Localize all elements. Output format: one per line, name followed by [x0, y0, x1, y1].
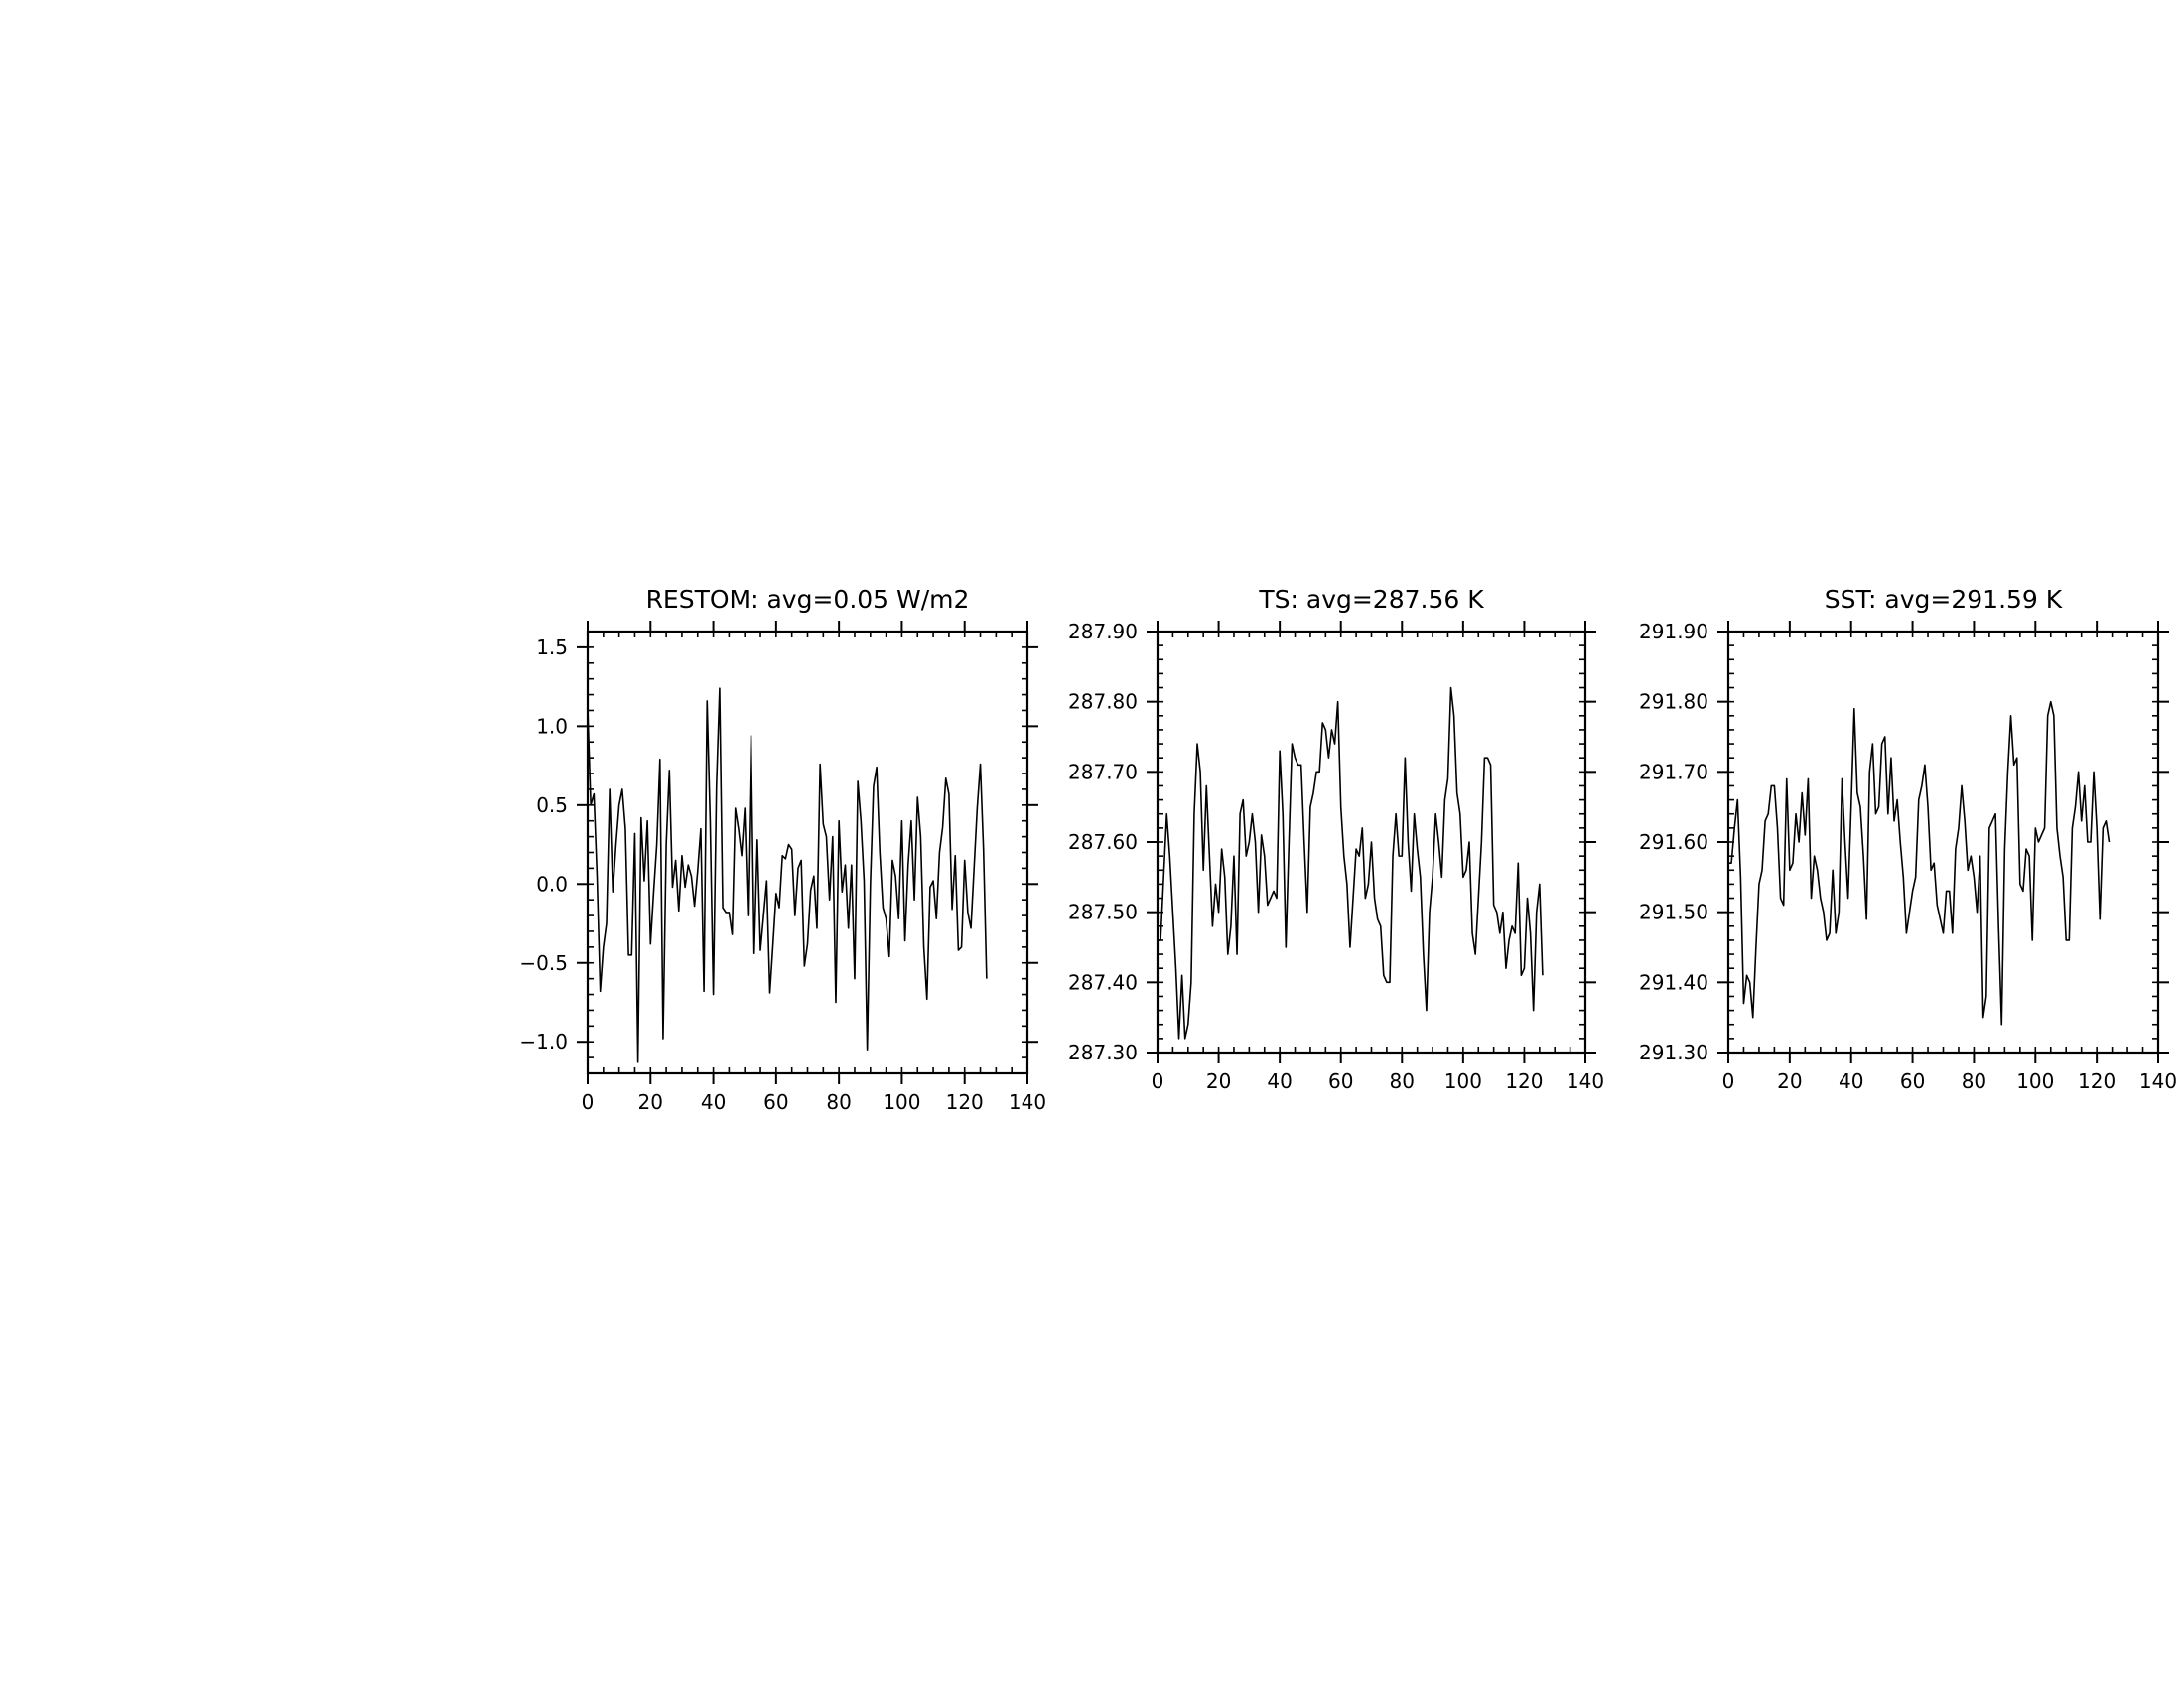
chart-1-x-tick-label: 80 [1390, 1069, 1415, 1093]
chart-0-y-tick-label: 1.5 [536, 635, 568, 659]
chart-1-y-tick-label: 287.50 [1068, 901, 1138, 924]
chart-2-y-tick-label: 291.80 [1639, 690, 1708, 714]
chart-0-x-tick-label: 40 [701, 1090, 726, 1114]
chart-1-x-tick-label: 60 [1328, 1069, 1353, 1093]
chart-0-y-tick-label: −0.5 [519, 951, 568, 975]
chart-2-x-tick-label: 140 [2139, 1069, 2177, 1093]
chart-1-y-tick-label: 287.40 [1068, 970, 1138, 994]
chart-0-x-tick-label: 0 [582, 1090, 595, 1114]
chart-0-x-tick-label: 100 [883, 1090, 920, 1114]
chart-0-title: RESTOM: avg=0.05 W/m2 [646, 585, 970, 614]
chart-2-x-tick-label: 40 [1839, 1069, 1863, 1093]
chart-0-plot-frame [586, 630, 1029, 1075]
panel-ts: TS: avg=287.56 K 0 20 40 60 80 100 120 140 287.30… [1068, 585, 1604, 1093]
chart-2-x-tick-label: 0 [1722, 1069, 1735, 1093]
chart-2-plot-frame [1726, 630, 2160, 1055]
chart-1-x-tick-label: 120 [1505, 1069, 1543, 1093]
chart-2-y-tick-label: 291.50 [1639, 901, 1708, 924]
chart-1-y-tick-label: 287.90 [1068, 620, 1138, 643]
chart-1-series-line-0 [1158, 686, 1544, 1040]
chart-1-y-tick-label: 287.60 [1068, 830, 1138, 854]
panel-restom: RESTOM: avg=0.05 W/m2 0 20 40 60 80 100 120 140 −… [519, 585, 1046, 1114]
chart-1-x-tick-label: 100 [1444, 1069, 1482, 1093]
chart-2-x-tick-label: 80 [1962, 1069, 1986, 1093]
chart-1-y-tick-label: 287.30 [1068, 1041, 1138, 1064]
chart-0-y-tick-label: 1.0 [536, 714, 568, 738]
chart-2-y-tick-label: 291.60 [1639, 830, 1708, 854]
chart-2-series-line-0 [1728, 700, 2111, 1026]
chart-1-y-tick-label: 287.80 [1068, 690, 1138, 714]
chart-1-x-tick-label: 0 [1152, 1069, 1164, 1093]
chart-0-y-tick-label: 0.5 [536, 793, 568, 817]
chart-2-x-tick-label: 60 [1900, 1069, 1925, 1093]
chart-2-title: SST: avg=291.59 K [1825, 585, 2063, 614]
chart-1-x-tick-label: 20 [1206, 1069, 1231, 1093]
chart-1-x-tick-label: 40 [1267, 1069, 1292, 1093]
chart-0-x-tick-label: 20 [638, 1090, 663, 1114]
chart-2-y-tick-label: 291.30 [1639, 1041, 1708, 1064]
chart-0-x-tick-label: 80 [826, 1090, 851, 1114]
panel-sst: SST: avg=291.59 K 0 20 40 60 80 100 120 140 291.3… [1639, 585, 2177, 1093]
chart-0-x-tick-label: 140 [1009, 1090, 1046, 1114]
chart-1-title: TS: avg=287.56 K [1258, 585, 1484, 614]
chart-0-x-tick-label: 60 [763, 1090, 788, 1114]
chart-2-y-tick-label: 291.90 [1639, 620, 1708, 643]
chart-2-x-tick-label: 120 [2078, 1069, 2116, 1093]
chart-2-x-tick-label: 20 [1777, 1069, 1802, 1093]
chart-0-x-tick-label: 120 [946, 1090, 984, 1114]
chart-2-x-tick-label: 100 [2016, 1069, 2054, 1093]
chart-0-series-line-0 [587, 687, 988, 1063]
chart-1-y-tick-label: 287.70 [1068, 760, 1138, 783]
chart-2-y-tick-label: 291.70 [1639, 760, 1708, 783]
chart-0-y-tick-label: 0.0 [536, 872, 568, 896]
chart-0-y-tick-label: −1.0 [519, 1030, 568, 1054]
chart-1-x-tick-label: 140 [1567, 1069, 1604, 1093]
chart-2-y-tick-label: 291.40 [1639, 970, 1708, 994]
